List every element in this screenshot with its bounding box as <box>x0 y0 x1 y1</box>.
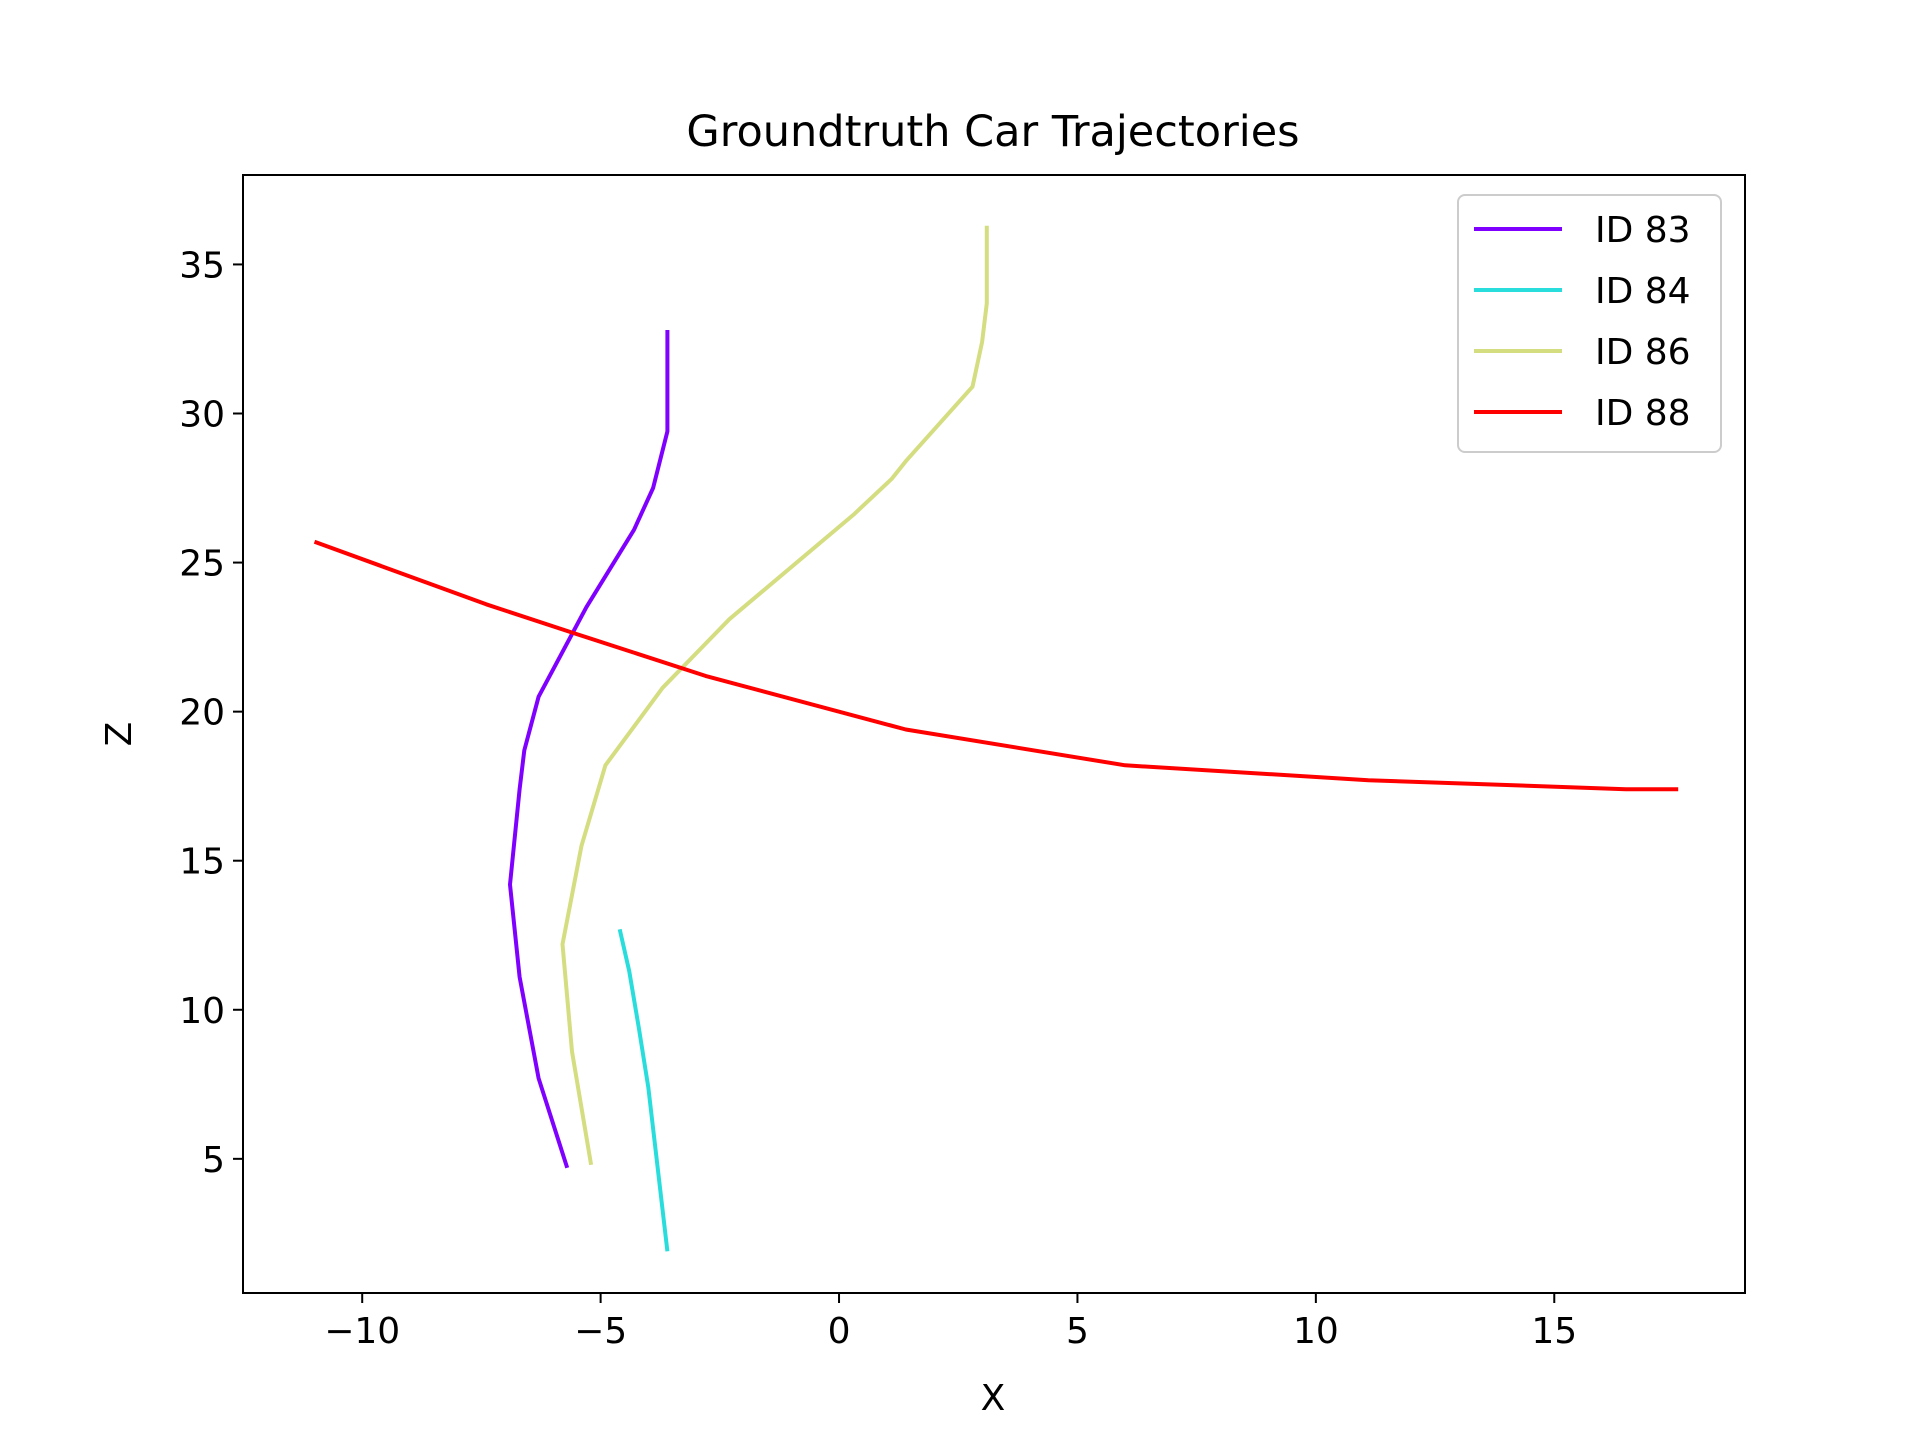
legend-label-id-86: ID 86 <box>1595 332 1691 373</box>
y-tick-label: 35 <box>179 245 225 286</box>
x-tick-label: −10 <box>324 1311 400 1352</box>
chart-title: Groundtruth Car Trajectories <box>686 107 1299 157</box>
legend-label-id-84: ID 84 <box>1595 271 1691 312</box>
series-line-id-86 <box>560 225 989 1166</box>
y-tick-label: 5 <box>202 1140 225 1181</box>
x-tick-label: 5 <box>1066 1311 1089 1352</box>
legend-items: ID 83 ID 84 ID 86 ID 88 <box>1474 210 1691 434</box>
series-line-id-88 <box>313 539 1679 792</box>
x-tick-label: 10 <box>1293 1311 1339 1352</box>
legend-label-id-83: ID 83 <box>1595 210 1691 251</box>
x-axis-label: X <box>981 1378 1006 1419</box>
x-tick-label: 0 <box>828 1311 851 1352</box>
plot-frame <box>242 174 1746 1294</box>
y-tick-label: 15 <box>179 842 225 883</box>
y-tick-label: 20 <box>179 693 225 734</box>
series-line-id-83 <box>508 330 670 1169</box>
x-axis-ticks: −10 −5 0 5 10 15 <box>324 1293 1577 1352</box>
legend-box <box>1457 194 1722 453</box>
y-tick-label: 10 <box>179 991 225 1032</box>
plot-lines <box>313 225 1679 1252</box>
legend: ID 83 ID 84 ID 86 ID 88 <box>1457 194 1722 453</box>
y-tick-label: 25 <box>179 544 225 585</box>
series-line-id-84 <box>617 928 670 1252</box>
x-tick-label: −5 <box>574 1311 627 1352</box>
y-axis-ticks: 5 10 15 20 25 30 35 <box>179 245 243 1181</box>
y-axis-label: Z <box>99 722 140 747</box>
y-tick-label: 30 <box>179 395 225 436</box>
legend-label-id-88: ID 88 <box>1595 393 1691 434</box>
x-tick-label: 15 <box>1531 1311 1577 1352</box>
